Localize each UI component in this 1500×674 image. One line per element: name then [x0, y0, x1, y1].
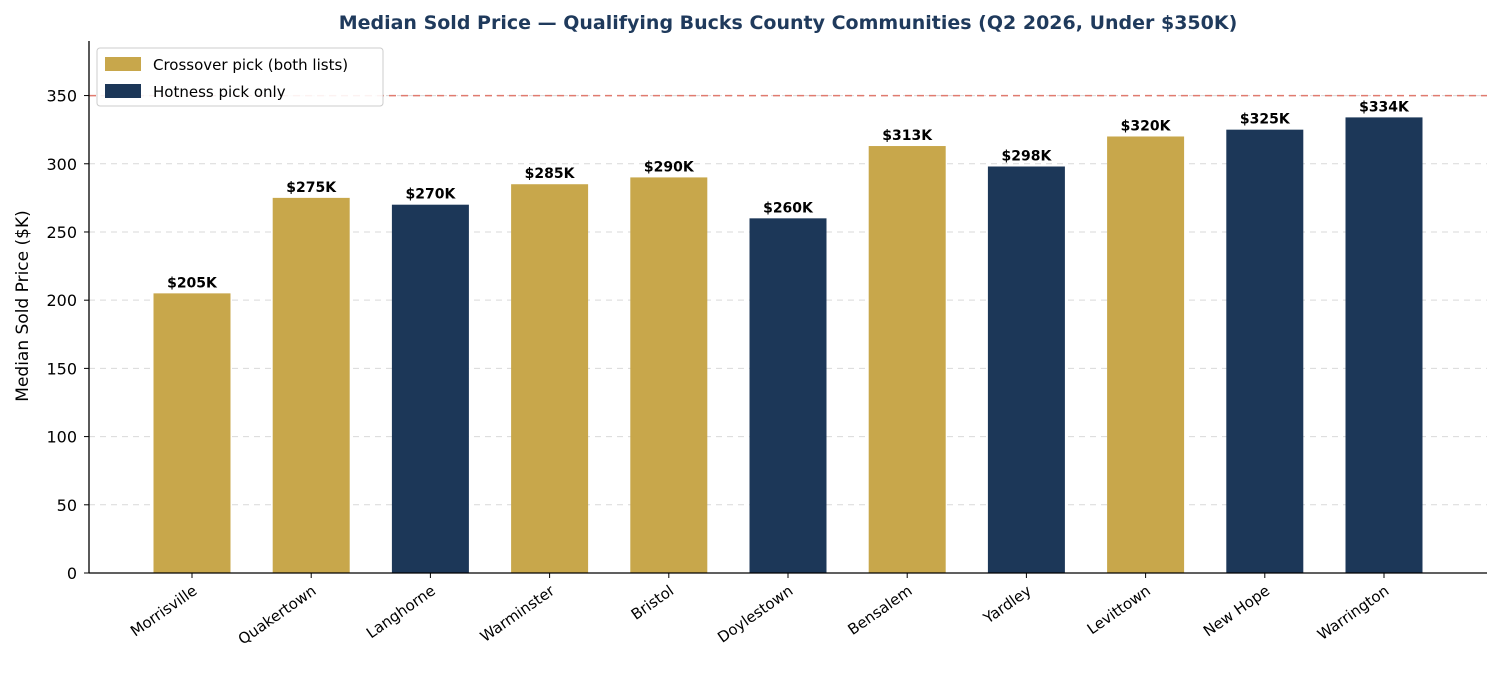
- x-tick-label: Quakertown: [235, 582, 320, 649]
- x-tick-label: Levittown: [1084, 582, 1154, 639]
- data-label: $313K: [882, 128, 933, 144]
- x-axis-ticks: Morrisville Quakertown Langhorne Warminster…: [127, 573, 1392, 648]
- y-axis-ticks: 0 50 100 150 200 250 300 350: [46, 87, 89, 583]
- x-tick-label: New Hope: [1200, 582, 1273, 641]
- bar-langhorne: [391, 204, 469, 573]
- legend-label-crossover: Crossover pick (both lists): [153, 56, 348, 74]
- chart-title: Median Sold Price — Qualifying Bucks Cou…: [339, 12, 1238, 34]
- bar-doylestown: [749, 218, 827, 574]
- x-tick-label: Morrisville: [127, 582, 200, 641]
- x-tick-label: Doylestown: [714, 582, 796, 647]
- y-tick-label: 150: [46, 359, 77, 378]
- data-label: $205K: [167, 275, 218, 291]
- data-label: $334K: [1359, 99, 1410, 115]
- x-tick-label: Warminster: [477, 581, 559, 646]
- bar-warrington: [1345, 117, 1423, 573]
- y-tick-label: 50: [57, 496, 77, 515]
- bar-yardley: [987, 166, 1065, 573]
- y-axis-label: Median Sold Price ($K): [13, 210, 33, 401]
- bars: [153, 117, 1423, 574]
- bar-warminster: [511, 184, 589, 573]
- y-tick-label: 100: [46, 428, 77, 447]
- legend: Crossover pick (both lists) Hotness pick…: [96, 47, 384, 107]
- bar-morrisville: [153, 293, 231, 573]
- data-label: $320K: [1121, 118, 1172, 134]
- data-label: $285K: [525, 166, 576, 182]
- legend-frame: [96, 47, 384, 107]
- x-tick-label: Langhorne: [363, 582, 439, 643]
- data-label: $325K: [1240, 112, 1291, 128]
- data-labels: $205K $275K $270K $285K $290K $260K $313K $298K…: [167, 99, 1410, 291]
- bar-levittown: [1107, 136, 1185, 573]
- data-label: $275K: [286, 180, 337, 196]
- legend-swatch-crossover: [105, 57, 141, 71]
- y-tick-label: 0: [67, 564, 77, 583]
- bar-quakertown: [272, 197, 350, 573]
- x-tick-label: Bensalem: [845, 582, 916, 639]
- y-tick-label: 200: [46, 291, 77, 310]
- legend-swatch-hotness: [105, 84, 141, 98]
- data-label: $260K: [763, 200, 814, 216]
- bar-bristol: [630, 177, 708, 573]
- legend-label-hotness: Hotness pick only: [153, 83, 286, 101]
- x-tick-label: Bristol: [628, 582, 677, 624]
- data-label: $290K: [644, 159, 695, 175]
- y-tick-label: 350: [46, 87, 77, 106]
- bar-new-hope: [1226, 129, 1304, 573]
- bar-bensalem: [868, 146, 946, 574]
- y-tick-label: 300: [46, 155, 77, 174]
- y-tick-label: 250: [46, 223, 77, 242]
- data-label: $298K: [1001, 148, 1052, 164]
- data-label: $270K: [405, 187, 456, 203]
- x-tick-label: Warrington: [1314, 582, 1392, 644]
- x-tick-label: Yardley: [979, 581, 1034, 627]
